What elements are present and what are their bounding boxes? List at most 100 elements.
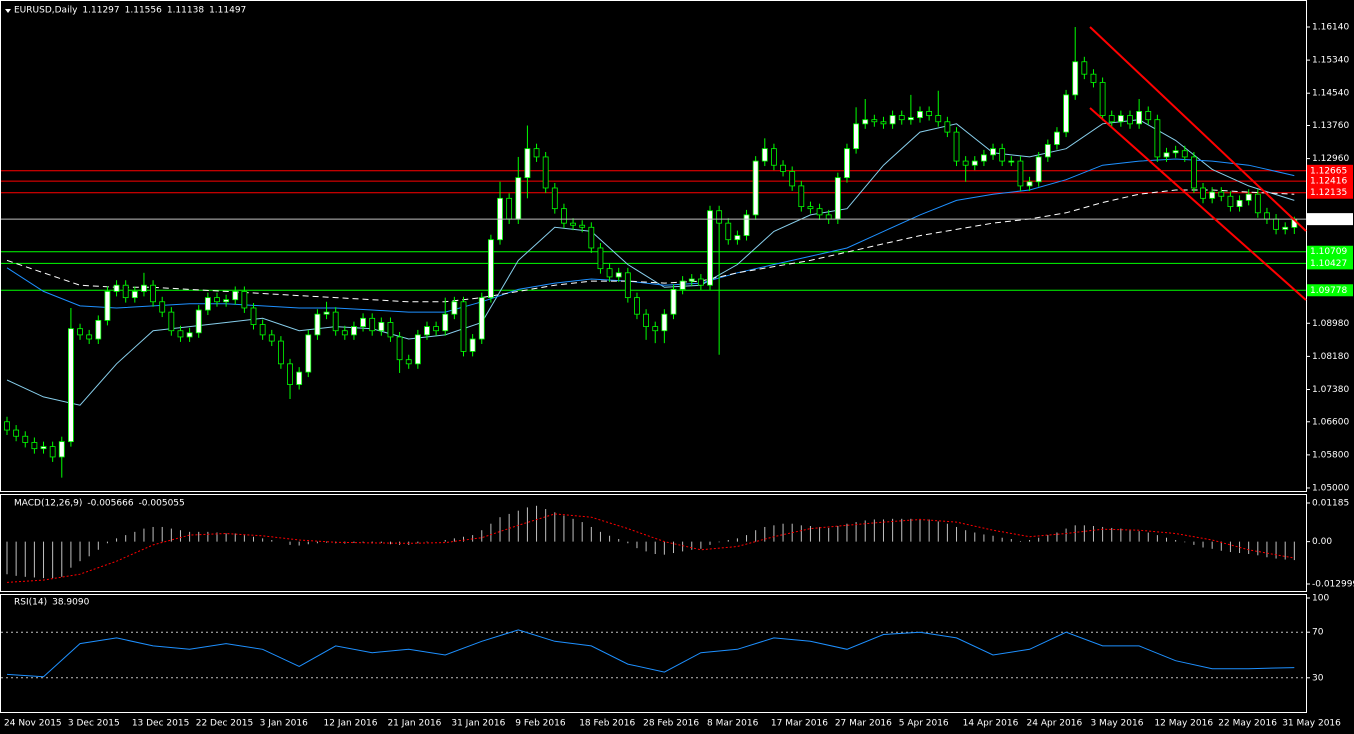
candle-body [451,301,458,315]
trend-line [1089,26,1307,232]
candle-body [31,442,38,450]
candle-body [241,291,248,309]
level-label: 1.12665 [1310,166,1347,176]
candle-body [871,119,878,123]
y-tick-label: 1.16140 [1312,23,1349,33]
x-tick-label: 13 Dec 2015 [132,719,190,729]
header-text: EURUSD,Daily [14,6,78,16]
candle-body [1181,150,1188,158]
candle-body [962,160,969,166]
y-tick-label: 1.12960 [1312,154,1349,164]
level-label-box [1307,175,1353,188]
candle-body [506,197,513,220]
candle-body [515,177,522,220]
candle-body [1200,187,1206,199]
candle-body [844,148,850,179]
candle-body [296,371,303,385]
level-label: 1.09778 [1310,286,1347,296]
candle-body [13,429,20,437]
candle-body [150,284,156,303]
candle-body [259,324,266,336]
candle-body [971,160,978,166]
candle-body [853,123,859,150]
candle-body [369,317,376,332]
candle-body [834,177,841,220]
candle-body [305,334,312,373]
candle-body [1008,160,1015,163]
candle-body [1063,94,1069,133]
candle-body [1245,193,1252,201]
candle-body [460,301,467,352]
y-tick-label: 1.06600 [1312,417,1349,427]
candle-body [588,226,595,249]
candle-body [1026,181,1033,187]
candle-body [1099,82,1106,116]
y-tick-label: 0.01185 [1312,499,1349,509]
candle-body [1264,212,1270,220]
y-tick-label: 1.13760 [1312,121,1349,131]
candle-body [743,214,750,236]
candle-body [1081,61,1088,75]
x-tick-label: 14 Apr 2016 [963,719,1019,729]
candle-body [268,334,275,342]
candle-body [86,334,93,340]
candle-body [424,326,430,336]
moving-average [6,119,1295,406]
candle-body [351,326,357,336]
x-tick-label: 12 Jan 2016 [324,719,378,729]
candle-body [214,297,220,303]
candle-body [624,272,631,299]
x-tick-label: 31 Jan 2016 [451,719,505,729]
header-text: MACD(12,26,9) [14,499,82,509]
x-tick-label: 5 Apr 2016 [899,719,949,729]
candle-body [1108,115,1115,123]
price-panel-frame [0,0,1307,492]
rsi-panel-frame [0,594,1307,713]
candle-body [487,239,494,299]
candle-body [104,291,111,321]
candle-body [734,235,741,241]
candle-body [1236,199,1243,207]
candle-body [1273,218,1279,230]
candle-body [250,307,257,325]
candle-body [661,313,668,332]
candle-body [58,441,65,458]
candle-body [533,148,540,158]
candle-body [168,311,175,332]
candle-body [433,326,440,332]
candle-body [159,301,166,313]
header-text: 1.11138 [167,6,204,16]
candle-body [652,326,659,332]
y-tick-label: 1.07380 [1312,385,1349,395]
bid-label: 1.11497 [1310,215,1347,225]
moving-average [6,158,1295,313]
candle-body [405,359,412,365]
candle-body [606,268,613,278]
candle-body [1282,226,1289,230]
candle-body [77,328,83,336]
level-label-box [1307,186,1353,199]
level-label-box [1307,257,1353,270]
x-tick-label: 22 May 2016 [1218,719,1277,729]
candle-body [953,131,960,162]
candle-body [113,284,120,292]
candle-body [323,311,330,315]
candle-body [95,319,102,340]
candle-body [1044,144,1051,158]
x-tick-label: 21 Jan 2016 [387,719,441,729]
candle-body [898,115,905,121]
y-tick-label: 100 [1312,594,1329,604]
candle-body [186,332,193,338]
x-tick-label: 3 Dec 2015 [68,719,120,729]
candle-body [752,160,759,216]
candle-body [862,119,869,125]
candle-body [204,297,211,311]
menu-triangle [5,9,11,13]
x-tick-label: 9 Feb 2016 [515,719,566,729]
candle-body [177,330,184,338]
y-tick-label: 1.08980 [1312,319,1349,329]
level-label-box [1307,245,1353,258]
x-tick-label: 31 May 2016 [1282,719,1341,729]
candle-body [131,291,138,299]
